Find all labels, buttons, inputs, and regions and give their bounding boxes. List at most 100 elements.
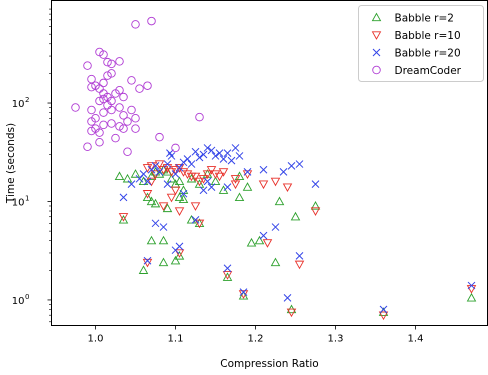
- data-point: [171, 143, 180, 153]
- data-point: [146, 162, 157, 171]
- data-point: [231, 144, 240, 152]
- data-point: [158, 235, 169, 245]
- legend-item: Babble r=20: [372, 48, 461, 60]
- data-point: [174, 176, 185, 186]
- data-point: [146, 171, 157, 181]
- data-point: [187, 160, 196, 168]
- x-tick-label: 1.1: [168, 334, 184, 345]
- legend-label: Babble r=10: [395, 30, 461, 42]
- legend-label: Babble r=2: [395, 13, 454, 25]
- data-point: [199, 186, 208, 195]
- data-point: [207, 183, 216, 191]
- data-point: [174, 207, 185, 216]
- data-point: [254, 235, 265, 245]
- data-point: [119, 92, 128, 102]
- data-point: [378, 311, 389, 321]
- data-point: [87, 105, 96, 115]
- data-point: [230, 180, 241, 190]
- data-point: [466, 292, 477, 302]
- data-point: [115, 85, 124, 95]
- data-point: [135, 84, 144, 93]
- data-point: [174, 249, 185, 258]
- data-point: [194, 179, 205, 188]
- data-point: [171, 246, 180, 255]
- data-point: [151, 219, 160, 228]
- series-2: [119, 144, 476, 314]
- data-point: [91, 81, 100, 90]
- data-point: [190, 202, 201, 211]
- legend-item: Babble r=2: [371, 13, 454, 25]
- data-point: [155, 167, 164, 176]
- data-point: [158, 202, 169, 211]
- data-point: [295, 252, 304, 260]
- data-point: [287, 162, 296, 170]
- data-point: [119, 111, 128, 120]
- data-point: [174, 164, 185, 173]
- data-point: [218, 185, 229, 194]
- data-point: [239, 288, 248, 296]
- data-point: [115, 57, 124, 66]
- data-point: [162, 203, 173, 213]
- x-tick-label: 1.4: [408, 334, 424, 345]
- data-point: [118, 213, 129, 222]
- data-point: [163, 180, 172, 189]
- data-point: [274, 196, 285, 206]
- data-point: [238, 290, 249, 300]
- data-point: [311, 180, 320, 189]
- data-point: [103, 71, 112, 80]
- data-point: [95, 137, 104, 147]
- series-1: [118, 160, 477, 321]
- data-point: [142, 192, 153, 202]
- data-point: [87, 82, 96, 92]
- legend-marker: [372, 48, 381, 57]
- data-point: [234, 192, 245, 202]
- legend-item: Babble r=10: [371, 30, 461, 42]
- data-point: [290, 211, 301, 221]
- data-point: [194, 219, 205, 229]
- data-point: [123, 147, 132, 156]
- data-point: [147, 16, 156, 26]
- data-point: [283, 293, 292, 302]
- data-point: [218, 168, 229, 177]
- data-point: [146, 196, 157, 206]
- data-point: [171, 170, 180, 178]
- data-point: [175, 163, 184, 172]
- data-point: [207, 146, 216, 155]
- data-point: [127, 105, 136, 115]
- data-point: [115, 122, 124, 131]
- data-point: [271, 223, 280, 231]
- data-point: [107, 119, 116, 128]
- data-point: [159, 223, 168, 231]
- data-point: [167, 152, 176, 160]
- data-point: [95, 96, 104, 106]
- data-point: [131, 20, 140, 29]
- data-point: [286, 308, 297, 318]
- data-point: [170, 255, 181, 265]
- data-point: [222, 271, 233, 280]
- data-point: [87, 117, 96, 126]
- data-point: [83, 61, 92, 70]
- data-point: [258, 180, 269, 190]
- legend-marker: [371, 31, 382, 40]
- data-point: [195, 153, 204, 162]
- data-point: [95, 128, 104, 137]
- data-point: [294, 260, 305, 270]
- data-point: [71, 103, 80, 112]
- data-point: [195, 112, 204, 122]
- data-point: [215, 149, 224, 157]
- data-point: [211, 152, 220, 160]
- data-point: [186, 214, 197, 224]
- data-point: [135, 174, 144, 183]
- data-point: [223, 183, 232, 191]
- data-point: [219, 155, 228, 163]
- data-point: [119, 193, 128, 202]
- data-point: [178, 168, 189, 177]
- data-point: [194, 177, 205, 187]
- data-point: [199, 150, 208, 159]
- data-point: [310, 207, 321, 216]
- data-point: [178, 194, 189, 204]
- data-point: [230, 175, 241, 184]
- data-point: [174, 192, 185, 202]
- data-point: [210, 170, 221, 179]
